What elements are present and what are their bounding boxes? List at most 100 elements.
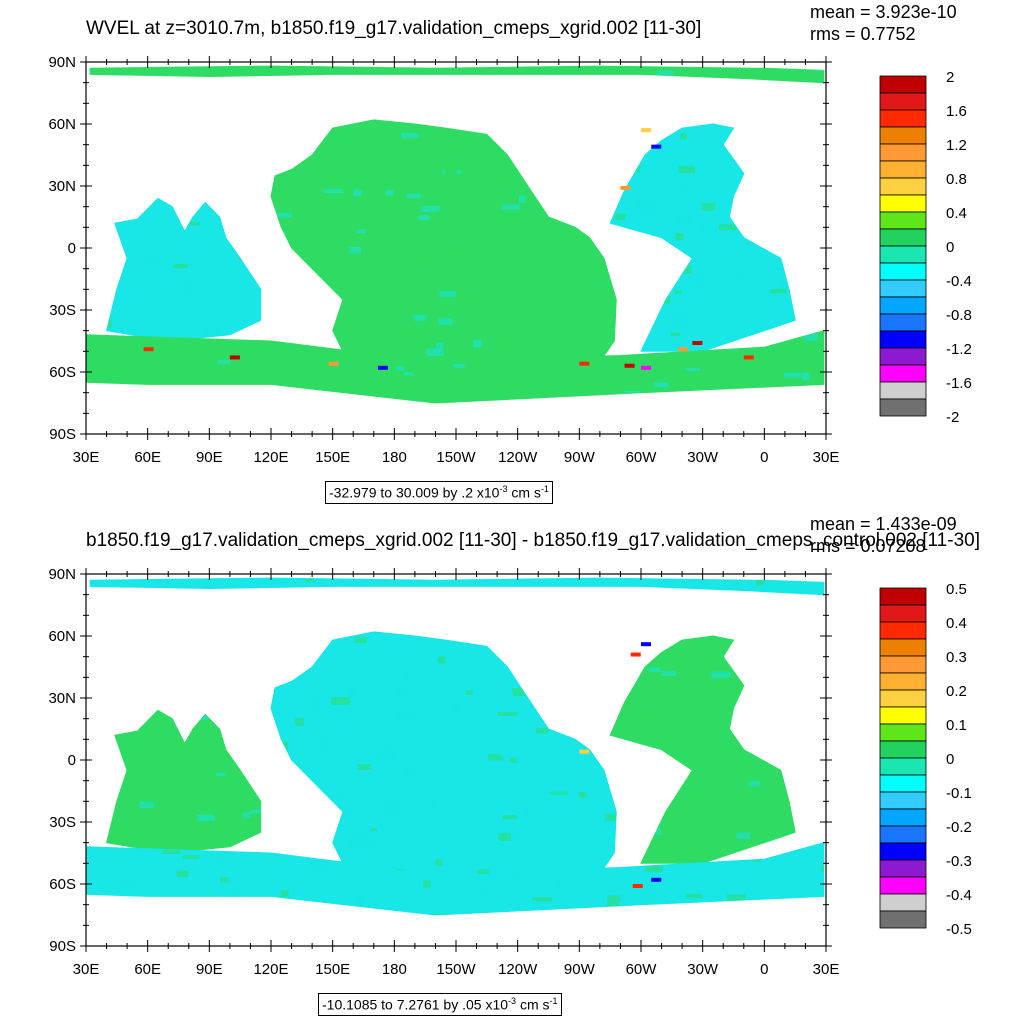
- panel-total: WVEL at z=3010.7m, b1850.f19_g17.validat…: [48, 2, 972, 504]
- map-plot: 90N 60N 30N 0 30S 60S 90S 30E 60E 90E 120E 150E 180 1…: [48, 54, 972, 466]
- lon-tick-label: 30E: [73, 449, 100, 466]
- colorbar-box: [879, 757, 927, 776]
- colorbar-box: [879, 330, 927, 349]
- plot-title: b1850.f19_g17.validation_cmeps_xgrid.002…: [86, 530, 980, 551]
- lon-tick-label: 120W: [498, 961, 538, 978]
- lon-tick-label: 150E: [315, 961, 350, 978]
- colorbar-box: [879, 347, 927, 366]
- colorbar-box: [879, 842, 927, 861]
- colorbar-box: [879, 381, 927, 400]
- anomaly-mark: [229, 355, 240, 360]
- colorbar-box: [879, 398, 927, 417]
- colorbar-box: [879, 262, 927, 281]
- anomaly-mark: [143, 347, 154, 352]
- lon-tick-label: 120E: [253, 961, 288, 978]
- colorbar-box: [879, 92, 927, 111]
- colorbar-box: [879, 364, 927, 383]
- stat-rms: rms = 0.07208: [810, 536, 926, 556]
- colorbar-label: 2: [946, 69, 954, 86]
- anomaly-mark: [579, 749, 590, 754]
- lat-tick-label: 30N: [48, 178, 76, 195]
- lon-tick-label: 30E: [813, 961, 840, 978]
- colorbar-label: 0: [946, 239, 954, 256]
- ocean-region: [105, 197, 262, 342]
- colorbar-box: [879, 655, 927, 674]
- lat-tick-label: 90N: [48, 566, 76, 583]
- lat-tick-label: 60S: [49, 364, 76, 381]
- lon-tick-label: 90E: [196, 449, 223, 466]
- colorbar-box: [879, 245, 927, 264]
- lon-tick-label: 30W: [687, 961, 719, 978]
- lon-tick-label: 90E: [196, 961, 223, 978]
- colorbar-box: [879, 723, 927, 742]
- stat-mean: mean = 3.923e-10: [810, 2, 957, 22]
- lon-tick-label: 120E: [253, 449, 288, 466]
- colorbar-box: [879, 774, 927, 793]
- ocean-field: [86, 577, 825, 916]
- colorbar-box: [879, 825, 927, 844]
- lon-tick-label: 120W: [498, 449, 538, 466]
- plot-title: WVEL at z=3010.7m, b1850.f19_g17.validat…: [86, 18, 702, 39]
- colorbar-box: [879, 75, 927, 94]
- colorbar-box: [879, 791, 927, 810]
- ocean-region: [609, 123, 796, 352]
- anomaly-mark: [651, 877, 662, 882]
- ocean-region: [609, 635, 796, 864]
- colorbar-label: -1.6: [946, 375, 972, 392]
- lat-tick-label: 30N: [48, 690, 76, 707]
- colorbar-box: [879, 177, 927, 196]
- colorbar-box: [879, 621, 927, 640]
- lon-tick-label: 60W: [626, 961, 658, 978]
- range-exponent: -3: [508, 996, 517, 1006]
- colorbar-box: [879, 910, 927, 929]
- anomaly-mark: [641, 365, 651, 370]
- colorbar-box: [879, 228, 927, 247]
- lon-tick-label: 90W: [564, 961, 596, 978]
- anomaly-mark: [328, 361, 339, 366]
- colorbar-label: -0.1: [946, 785, 972, 802]
- lat-tick-label: 90N: [48, 54, 76, 71]
- colorbar-box: [879, 194, 927, 213]
- ocean-region: [89, 577, 825, 596]
- range-text: -32.979 to 30.009 by .2 x10: [329, 484, 500, 501]
- lon-tick-label: 180: [382, 961, 407, 978]
- ocean-region: [270, 119, 617, 373]
- colorbar-box: [879, 211, 927, 230]
- anomaly-mark: [632, 884, 643, 888]
- colorbar-box: [879, 296, 927, 315]
- colorbar-box: [879, 706, 927, 725]
- colorbar-box: [879, 672, 927, 691]
- anomaly-mark: [620, 186, 631, 190]
- lon-tick-label: 30E: [813, 449, 840, 466]
- ocean-field: [86, 65, 825, 404]
- anomaly-mark: [641, 128, 651, 133]
- colorbar-box: [879, 313, 927, 332]
- lat-tick-label: 60N: [48, 116, 76, 133]
- anomaly-mark: [630, 652, 641, 657]
- colorbar-box: [879, 638, 927, 657]
- colorbar-label: 0.8: [946, 171, 967, 188]
- colorbar-label: 0.2: [946, 683, 967, 700]
- colorbar-label: -0.8: [946, 307, 972, 324]
- colorbar-box: [879, 689, 927, 708]
- colorbar-label: -2: [946, 409, 959, 426]
- lon-tick-label: 60W: [626, 449, 658, 466]
- colorbar-box: [879, 808, 927, 827]
- anomaly-mark: [624, 363, 635, 368]
- stat-mean: mean = 1.433e-09: [810, 514, 957, 534]
- ocean-region: [89, 65, 825, 84]
- lat-tick-label: 60S: [49, 876, 76, 893]
- lon-tick-label: 150E: [315, 449, 350, 466]
- colorbar-box: [879, 109, 927, 128]
- colorbar-label: 0.4: [946, 615, 967, 632]
- ocean-region: [105, 709, 262, 854]
- lat-tick-label: 30S: [49, 814, 76, 831]
- contour-range-box: -10.1085 to 7.2761 by .05 x10-3 cm s-1: [318, 993, 562, 1016]
- stat-rms: rms = 0.7752: [810, 24, 916, 44]
- colorbar-label: -0.4: [946, 273, 972, 290]
- colorbar-box: [879, 143, 927, 162]
- lat-tick-label: 30S: [49, 302, 76, 319]
- colorbar-box: [879, 126, 927, 145]
- lon-tick-label: 0: [760, 449, 768, 466]
- anomaly-mark: [641, 642, 651, 647]
